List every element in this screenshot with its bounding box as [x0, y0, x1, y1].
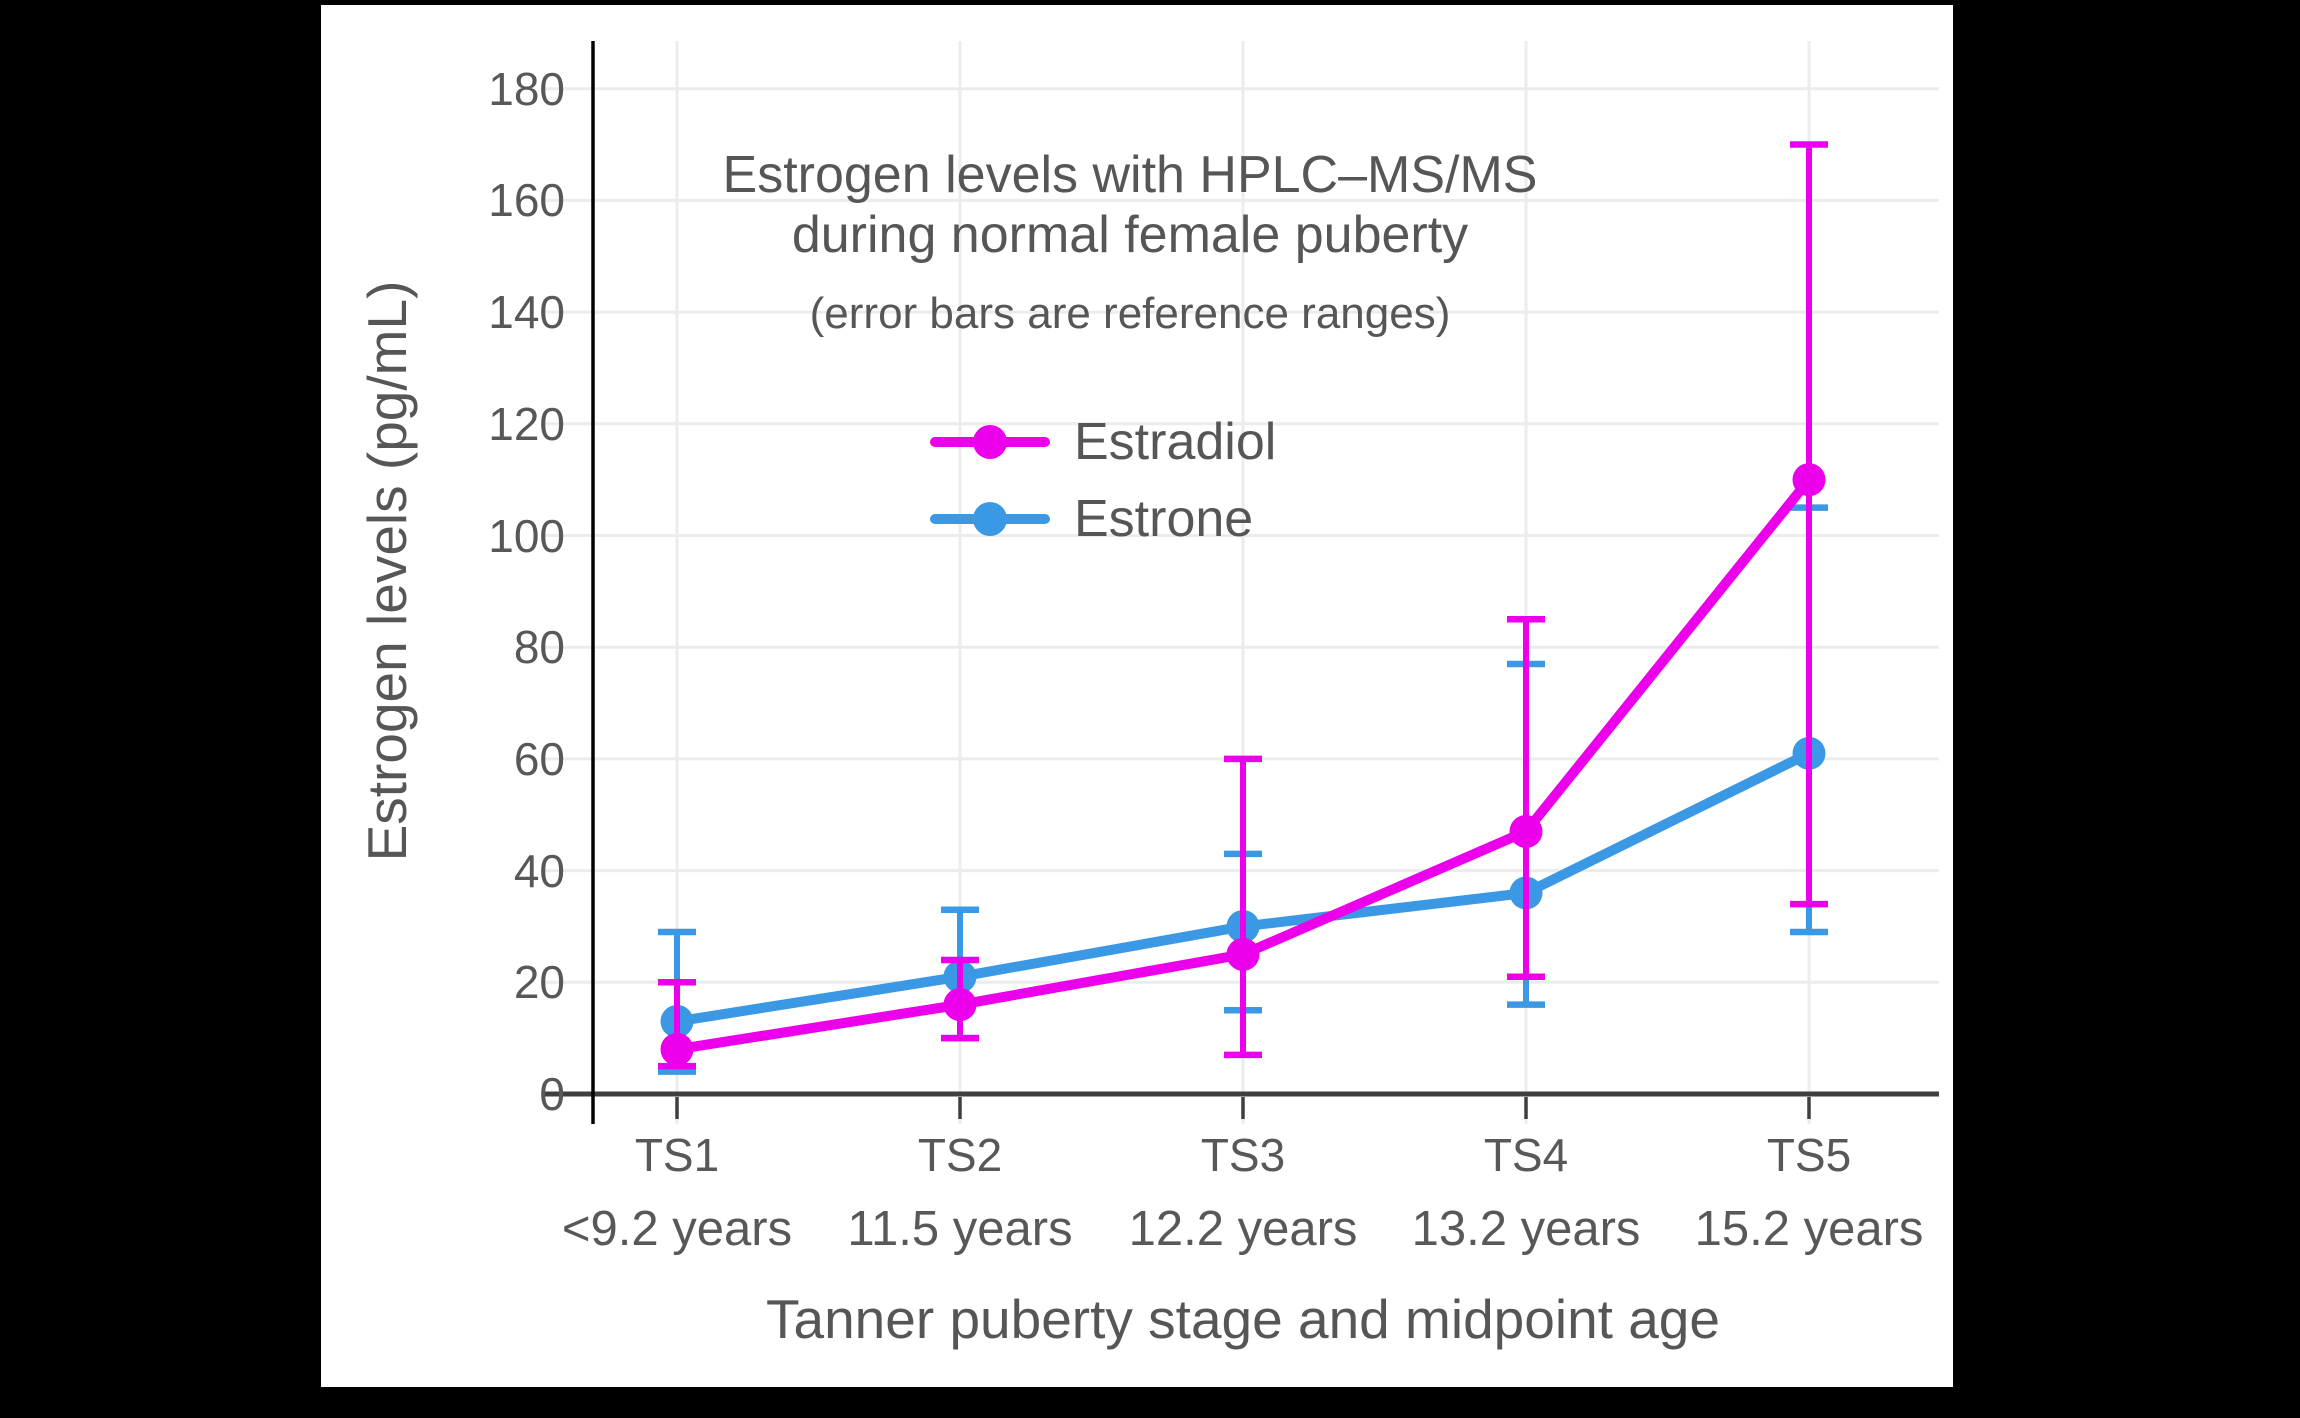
x-tick-stage-label: TS4 — [1483, 1129, 1569, 1181]
x-tick-stage-label: TS2 — [917, 1129, 1003, 1181]
estradiol-data-point — [943, 988, 977, 1022]
estradiol-line-marker-icon — [930, 416, 1050, 468]
x-axis-title: Tanner puberty stage and midpoint age — [766, 1288, 1720, 1350]
chart-subtitle: (error bars are reference ranges) — [809, 289, 1451, 338]
legend-item-estradiol: Estradiol — [930, 413, 1276, 471]
estrone-line-marker-icon — [930, 493, 1050, 545]
chart-card: Estrogen levels with HPLC–MS/MS during n… — [321, 5, 1953, 1387]
chart-title-line2: during normal female puberty — [791, 206, 1469, 264]
estradiol-data-point — [1792, 463, 1826, 497]
estradiol-data-point — [660, 1032, 694, 1066]
y-tick-label: 60 — [513, 732, 565, 785]
chart-plot-area — [545, 41, 1939, 1124]
chart-title-line1: Estrogen levels with HPLC–MS/MS — [722, 146, 1538, 204]
x-tick-age-label: <9.2 years — [561, 1202, 793, 1256]
x-tick-age-label: 11.5 years — [847, 1202, 1073, 1256]
y-tick-label: 160 — [488, 174, 565, 227]
x-tick-age-label: 15.2 years — [1694, 1202, 1924, 1256]
x-tick-age-label: 12.2 years — [1128, 1202, 1358, 1256]
legend-label-estradiol: Estradiol — [1074, 413, 1277, 471]
x-tick-stage-label: TS5 — [1766, 1129, 1852, 1181]
x-tick-stage-label: TS3 — [1200, 1129, 1286, 1181]
estradiol-data-point — [1226, 937, 1260, 971]
x-tick-age-label: 13.2 years — [1411, 1202, 1641, 1256]
y-tick-label: 180 — [488, 62, 565, 115]
y-tick-label: 40 — [513, 844, 565, 897]
y-tick-label: 80 — [513, 621, 565, 674]
y-tick-label: 120 — [488, 397, 565, 450]
estradiol-data-point — [1509, 815, 1543, 849]
y-axis-title: Estrogen levels (pg/mL) — [356, 280, 418, 862]
y-tick-label: 140 — [488, 286, 565, 339]
legend-label-estrone: Estrone — [1074, 490, 1254, 548]
x-tick-stage-label: TS1 — [634, 1129, 720, 1181]
legend-item-estrone: Estrone — [930, 490, 1253, 548]
chart-title: Estrogen levels with HPLC–MS/MS during n… — [630, 145, 1630, 265]
y-tick-label: 20 — [513, 956, 565, 1009]
y-tick-label: 0 — [539, 1068, 565, 1120]
y-tick-label: 100 — [488, 509, 565, 562]
